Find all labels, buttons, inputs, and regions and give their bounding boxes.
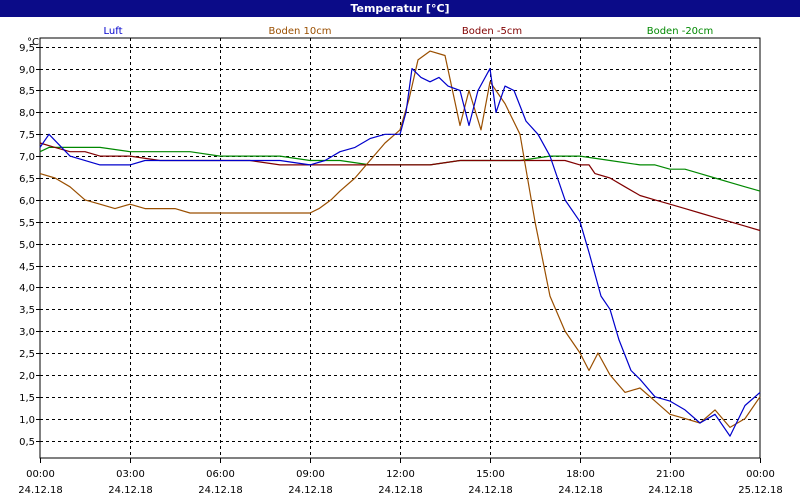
x-tick-date: 24.12.18: [378, 485, 423, 496]
x-tick-date: 24.12.18: [648, 485, 693, 496]
x-tick-date: 24.12.18: [18, 485, 63, 496]
y-tick-label: 9,5: [19, 43, 35, 54]
y-tick-label: 4,5: [19, 262, 35, 273]
x-tick-date: 24.12.18: [108, 485, 153, 496]
y-tick-label: 5,5: [19, 218, 35, 229]
y-tick-label: 6,0: [19, 196, 35, 207]
x-tick-time: 00:00: [26, 469, 55, 480]
series-line-boden-5cm: [39, 142, 761, 232]
x-tick-time: 06:00: [206, 469, 235, 480]
x-tick-date: 24.12.18: [558, 485, 603, 496]
y-tick-label: 8,5: [19, 86, 35, 97]
y-tick-label: 3,0: [19, 327, 35, 338]
legend-boden-20cm: Boden -20cm: [646, 26, 714, 37]
x-tick-time: 00:00: [746, 469, 775, 480]
x-tick-date: 24.12.18: [288, 485, 333, 496]
x-tick-time: 21:00: [656, 469, 685, 480]
series-line-boden-10cm: [39, 50, 761, 428]
x-tick-time: 03:00: [116, 469, 145, 480]
x-tick-date: 25.12.18: [738, 485, 783, 496]
y-tick-label: 5,0: [19, 240, 35, 251]
x-tick-time: 09:00: [296, 469, 325, 480]
x-tick-time: 15:00: [476, 469, 505, 480]
series-line-luft: [39, 67, 761, 437]
y-tick-label: 9,0: [19, 65, 35, 76]
y-tick-label: 4,0: [19, 283, 35, 294]
legend-boden-10cm: Boden 10cm: [268, 26, 332, 37]
y-tick-label: 7,5: [19, 130, 35, 141]
x-tick-time: 18:00: [566, 469, 595, 480]
y-tick-label: 1,5: [19, 393, 35, 404]
y-tick-label: 1,0: [19, 415, 35, 426]
y-tick-label: 7,0: [19, 152, 35, 163]
y-tick-label: 0,5: [19, 437, 35, 448]
y-tick-label: 6,5: [19, 174, 35, 185]
chart-title: Temperatur [°C]: [0, 0, 800, 17]
x-tick-date: 24.12.18: [198, 485, 243, 496]
legend-luft: Luft: [103, 26, 123, 37]
y-tick-label: 8,0: [19, 108, 35, 119]
y-unit-label: °C: [27, 37, 39, 48]
x-tick-time: 12:00: [386, 469, 415, 480]
y-tick-label: 3,5: [19, 305, 35, 316]
y-tick-label: 2,5: [19, 349, 35, 360]
x-tick-date: 24.12.18: [468, 485, 513, 496]
y-tick-label: 2,0: [19, 371, 35, 382]
legend-boden-5cm: Boden -5cm: [461, 26, 523, 37]
